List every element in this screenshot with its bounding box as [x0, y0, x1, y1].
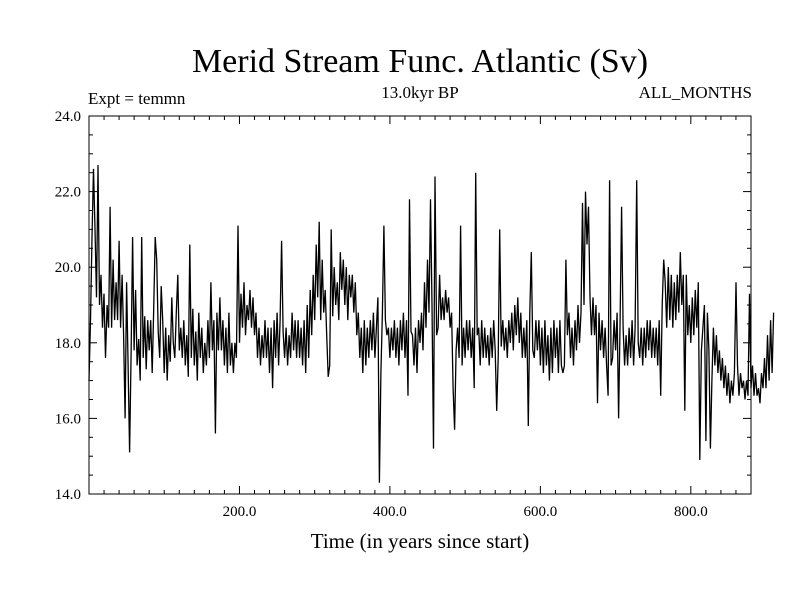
y-tick-label: 22.0 — [55, 185, 81, 201]
chart-subtitle: 13.0kyr BP — [381, 83, 458, 102]
x-tick-label: 400.0 — [373, 504, 407, 520]
x-tick-label: 800.0 — [674, 504, 708, 520]
x-tick-label: 200.0 — [223, 504, 257, 520]
y-tick-label: 16.0 — [55, 411, 81, 427]
plot-frame — [88, 115, 752, 495]
y-tick-label: 14.0 — [55, 487, 81, 503]
chart-title: Merid Stream Func. Atlantic (Sv) — [192, 43, 648, 80]
y-tick-label: 24.0 — [55, 109, 81, 125]
y-axis: 14.0 16.0 18.0 20.0 22.0 24.0 — [55, 109, 751, 503]
x-axis: 200.0 400.0 600.0 800.0 — [103, 116, 737, 520]
y-tick-label: 20.0 — [55, 260, 81, 276]
x-axis-label: Time (in years since start) — [311, 529, 530, 553]
experiment-label: Expt = temmn — [88, 89, 186, 108]
series-line — [88, 165, 775, 483]
months-label: ALL_MONTHS — [639, 83, 752, 102]
x-tick-label: 600.0 — [523, 504, 557, 520]
y-tick-label: 18.0 — [55, 336, 81, 352]
